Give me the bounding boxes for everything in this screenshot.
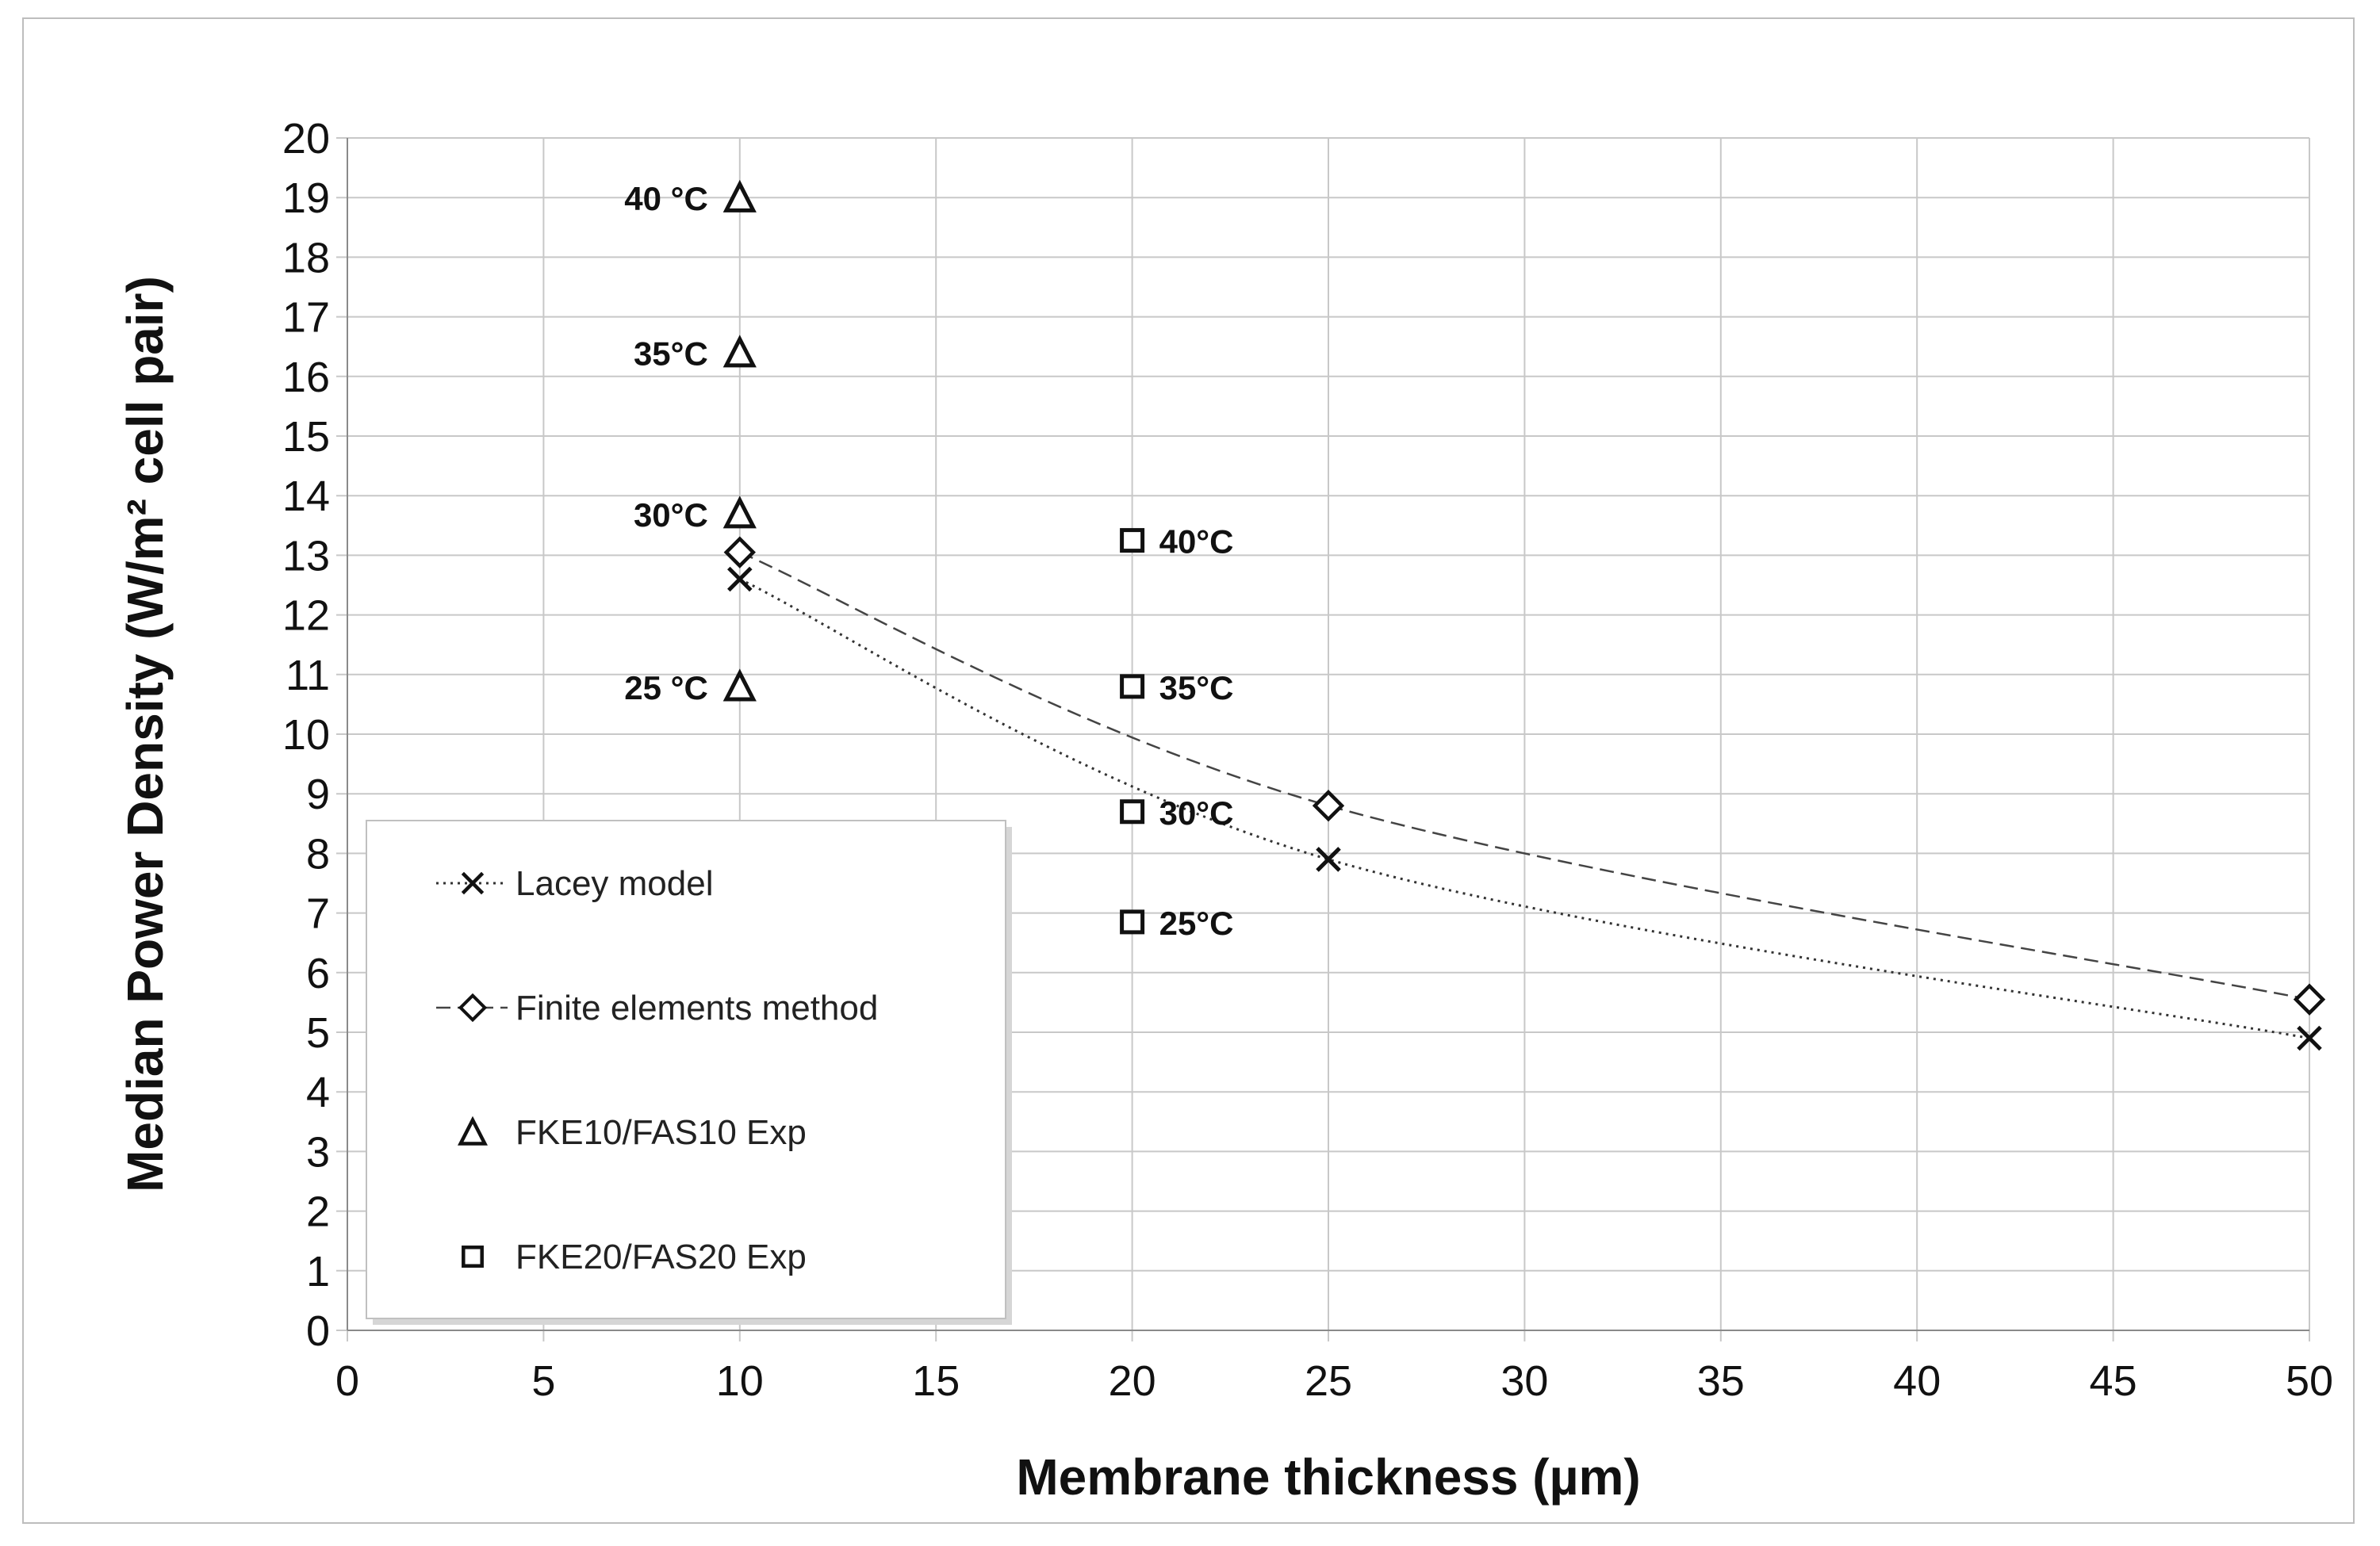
temperature-label: 25°C bbox=[1159, 905, 1234, 942]
temperature-label: 35°C bbox=[1159, 669, 1234, 706]
triangle-marker bbox=[722, 335, 757, 368]
square-marker bbox=[462, 1246, 484, 1268]
x-tick-label: 40 bbox=[1893, 1357, 1941, 1405]
y-tick-label: 16 bbox=[282, 354, 330, 401]
y-tick-label: 3 bbox=[306, 1128, 330, 1176]
temperature-label: 40 °C bbox=[624, 180, 708, 217]
square-marker bbox=[1120, 674, 1145, 699]
markers bbox=[722, 179, 2326, 1051]
legend-box bbox=[366, 820, 1006, 1319]
x-tick-label: 5 bbox=[531, 1357, 555, 1405]
triangle-marker bbox=[722, 179, 757, 212]
x-tick-label: 35 bbox=[1697, 1357, 1745, 1405]
temperature-label: 40°C bbox=[1159, 523, 1234, 561]
temperature-label: 35°C bbox=[634, 335, 708, 373]
diamond-marker bbox=[1312, 790, 1345, 822]
annotations: 25 °C 30°C 35°C 40 °C 25°C 30°C 35°C 40°C bbox=[624, 180, 1233, 942]
legend-entry-label: Lacey model bbox=[515, 864, 713, 903]
y-tick-label: 9 bbox=[306, 771, 330, 818]
x-marker bbox=[1316, 847, 1341, 872]
x-marker-stroke bbox=[2297, 1025, 2322, 1051]
triangle-marker bbox=[722, 496, 757, 529]
y-tick-label: 14 bbox=[282, 473, 330, 520]
y-tick-label: 2 bbox=[306, 1188, 330, 1236]
y-tick-label: 6 bbox=[306, 950, 330, 997]
x-tick-label: 45 bbox=[2090, 1357, 2137, 1405]
y-tick-label: 8 bbox=[306, 830, 330, 878]
x-tick-label: 15 bbox=[912, 1357, 960, 1405]
y-tick-label: 13 bbox=[282, 532, 330, 580]
y-axis-title: Median Power Density (W/m² cell pair) bbox=[117, 276, 174, 1192]
triangle-marker bbox=[722, 668, 757, 702]
x-tick-label: 0 bbox=[335, 1357, 359, 1405]
x-marker-stroke bbox=[1316, 847, 1341, 872]
y-tick-label: 1 bbox=[306, 1248, 330, 1295]
x-marker-stroke bbox=[727, 566, 753, 592]
y-tick-label: 19 bbox=[282, 174, 330, 222]
y-tick-label: 17 bbox=[282, 294, 330, 342]
y-tick-label: 15 bbox=[282, 413, 330, 461]
x-axis-title: Membrane thickness (µm) bbox=[1016, 1448, 1640, 1506]
diamond-marker bbox=[458, 993, 488, 1023]
legend-entry-label: Finite elements method bbox=[515, 989, 878, 1027]
x-tick-label: 25 bbox=[1305, 1357, 1352, 1405]
y-tick-label: 12 bbox=[282, 592, 330, 640]
legend: Lacey model Finite elements method FKE10/F… bbox=[366, 820, 1012, 1325]
x-tick-label: 30 bbox=[1500, 1357, 1548, 1405]
square-marker bbox=[1120, 799, 1145, 825]
diamond-marker bbox=[2293, 983, 2326, 1016]
x-marker bbox=[727, 566, 753, 592]
legend-entry-label: FKE20/FAS20 Exp bbox=[515, 1238, 807, 1276]
square-marker bbox=[1120, 909, 1145, 935]
series-lines bbox=[739, 551, 2310, 1039]
triangle-marker bbox=[458, 1115, 488, 1146]
y-tick-label: 0 bbox=[306, 1307, 330, 1355]
x-tick-label: 10 bbox=[716, 1357, 764, 1405]
x-tick-label: 50 bbox=[2286, 1357, 2333, 1405]
y-tick-label: 5 bbox=[306, 1009, 330, 1057]
temperature-label: 30°C bbox=[634, 496, 708, 534]
legend-entry-label: FKE10/FAS10 Exp bbox=[515, 1113, 807, 1152]
temperature-label: 30°C bbox=[1159, 794, 1234, 832]
y-tick-label: 10 bbox=[282, 711, 330, 759]
lacey-model-line bbox=[739, 578, 2310, 1039]
y-tick-label: 4 bbox=[306, 1069, 330, 1116]
x-marker-stroke bbox=[461, 871, 485, 895]
y-tick-label: 18 bbox=[282, 234, 330, 281]
diamond-marker bbox=[723, 536, 756, 568]
x-tick-label: 20 bbox=[1109, 1357, 1156, 1405]
y-tick-label: 7 bbox=[306, 890, 330, 938]
y-tick-label: 20 bbox=[282, 115, 330, 163]
y-tick-label: 11 bbox=[286, 652, 330, 699]
x-marker bbox=[2297, 1025, 2322, 1051]
temperature-label: 25 °C bbox=[624, 669, 708, 706]
square-marker bbox=[1120, 528, 1145, 553]
x-marker bbox=[461, 871, 485, 895]
